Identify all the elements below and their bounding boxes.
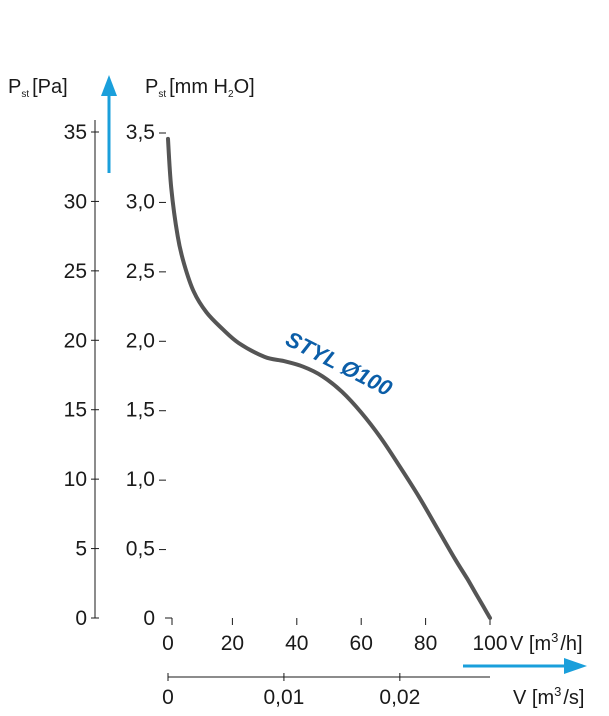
y-left-tick-label: 15 <box>64 399 87 422</box>
y-inner-tick-label: 3,5 <box>126 121 155 144</box>
y-left-tick-label: 35 <box>64 121 87 144</box>
x-tick-label: 0 <box>162 632 174 655</box>
y-left-tick-label: 0 <box>75 607 87 630</box>
x2-tick-label: 0 <box>162 686 174 709</box>
x-tick-label: 40 <box>285 632 308 655</box>
x-tick-label: 60 <box>350 632 373 655</box>
y-inner-tick-label: 1,5 <box>126 399 155 422</box>
y-inner-tick-label: 0 <box>143 607 155 630</box>
x2-tick-label: 0,02 <box>379 686 420 709</box>
y-left-tick-label: 20 <box>64 329 87 352</box>
fan-curve-line <box>166 136 492 620</box>
y-inner-tick-label: 1,0 <box>126 468 155 491</box>
x-axis-label-m3s: V [m3/s] <box>513 684 584 709</box>
x-tick-label: 80 <box>414 632 437 655</box>
x-tick-label: 100 <box>472 632 507 655</box>
x-axis-label-m3h: V [m3/h] <box>510 630 583 655</box>
x-axis-direction-arrow <box>463 658 587 674</box>
y-left-tick-label: 30 <box>64 190 87 213</box>
y-left-tick-label: 10 <box>64 468 87 491</box>
y-inner-tick-label: 2,5 <box>126 260 155 283</box>
x2-tick-label: 0,01 <box>263 686 304 709</box>
y-inner-axis-label: Pst [mm H2O] <box>145 76 255 100</box>
y-inner-tick-label: 3,0 <box>126 190 155 213</box>
x-tick-label: 20 <box>221 632 244 655</box>
y-inner-tick-label: 2,0 <box>126 329 155 352</box>
y-axis-direction-arrow <box>101 75 117 173</box>
y-left-tick-label: 5 <box>75 538 87 561</box>
y-left-axis-label: Pst [Pa] <box>8 76 68 100</box>
y-inner-tick-label: 0,5 <box>126 538 155 561</box>
y-left-tick-label: 25 <box>64 260 87 283</box>
